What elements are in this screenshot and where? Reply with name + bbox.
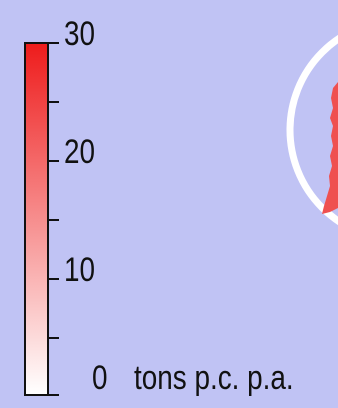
legend-max-label: 30 [64,15,96,53]
colorbar-tick [47,42,59,44]
legend-min-label: 0 [92,359,108,397]
legend-tick-label: 10 [64,251,96,289]
highlight-circle [286,34,338,226]
colorbar-tick [47,160,59,162]
colorbar-tick [47,394,59,396]
colorbar-minor-tick [47,101,59,103]
legend-unit-label: tons p.c. p.a. [134,359,294,397]
color-scale-bar [24,42,49,396]
legend-tick-label: 20 [64,133,96,171]
colorbar-minor-tick [47,219,59,221]
map-region [322,82,338,214]
colorbar-tick [47,278,59,280]
colorbar-minor-tick [47,337,59,339]
